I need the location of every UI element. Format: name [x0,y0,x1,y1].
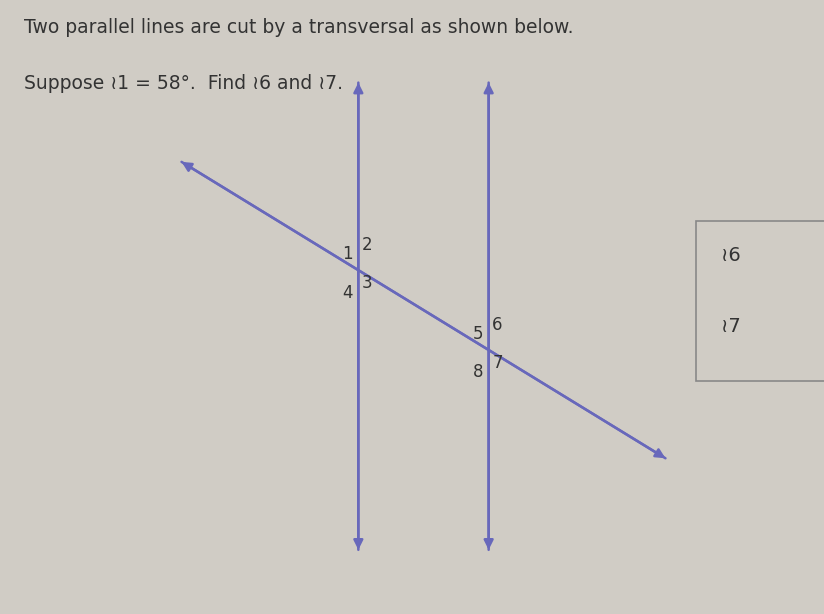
Bar [696,221,824,381]
Text: 4: 4 [343,284,353,301]
Text: 6: 6 [492,316,503,334]
Text: 2: 2 [362,236,372,254]
Text: 5: 5 [473,325,484,343]
Text: 7: 7 [492,354,503,372]
Text: 1: 1 [342,246,353,263]
Text: 3: 3 [362,274,372,292]
Text: Two parallel lines are cut by a transversal as shown below.: Two parallel lines are cut by a transver… [25,18,574,37]
Text: 8: 8 [473,363,484,381]
Text: ≀7: ≀7 [721,317,741,336]
Text: ≀6: ≀6 [721,246,741,265]
Text: Suppose ≀1 = 58°.  Find ≀6 and ≀7.: Suppose ≀1 = 58°. Find ≀6 and ≀7. [25,74,344,93]
